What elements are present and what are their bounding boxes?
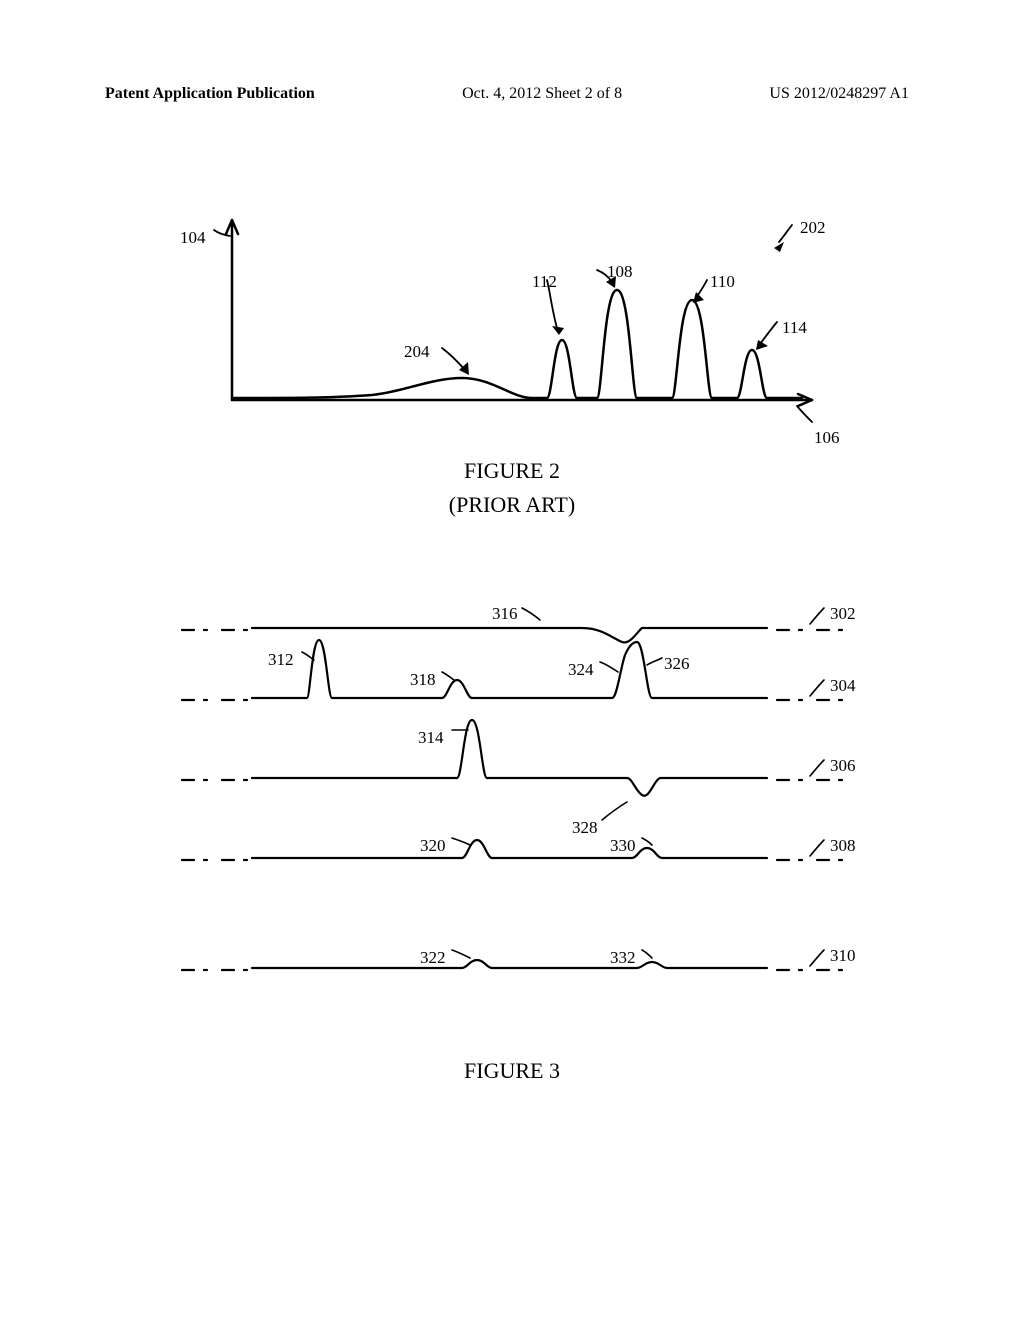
ref-316: 316 xyxy=(492,604,518,624)
ref-302: 302 xyxy=(830,604,856,624)
ref-310: 310 xyxy=(830,946,856,966)
ref-204: 204 xyxy=(404,342,430,362)
ref-322: 322 xyxy=(420,948,446,968)
ref-326: 326 xyxy=(664,654,690,674)
ref-304: 304 xyxy=(830,676,856,696)
ref-318: 318 xyxy=(410,670,436,690)
figure-3-caption: FIGURE 3 xyxy=(152,1058,872,1084)
ref-104: 104 xyxy=(180,228,206,248)
ref-312: 312 xyxy=(268,650,294,670)
figure-2-svg xyxy=(152,200,872,450)
header-left: Patent Application Publication xyxy=(105,85,315,103)
ref-114: 114 xyxy=(782,318,807,338)
figure-2-caption-1: FIGURE 2 xyxy=(152,458,872,484)
ref-112: 112 xyxy=(532,272,557,292)
ref-324: 324 xyxy=(568,660,594,680)
figure-3-svg xyxy=(152,580,872,1040)
header-right: US 2012/0248297 A1 xyxy=(769,85,909,103)
header-center: Oct. 4, 2012 Sheet 2 of 8 xyxy=(462,85,622,103)
page-header: Patent Application Publication Oct. 4, 2… xyxy=(0,85,1024,103)
figure-2: FIGURE 2 (PRIOR ART) 1042021121081101142… xyxy=(152,200,872,510)
ref-314: 314 xyxy=(418,728,444,748)
ref-330: 330 xyxy=(610,836,636,856)
ref-110: 110 xyxy=(710,272,735,292)
ref-320: 320 xyxy=(420,836,446,856)
ref-308: 308 xyxy=(830,836,856,856)
ref-306: 306 xyxy=(830,756,856,776)
figure-3: FIGURE 3 316 302 312 324 326 304 318 314 306 328 3… xyxy=(152,580,872,1100)
ref-202: 202 xyxy=(800,218,826,238)
ref-108: 108 xyxy=(607,262,633,282)
ref-332: 332 xyxy=(610,948,636,968)
ref-106: 106 xyxy=(814,428,840,448)
ref-328: 328 xyxy=(572,818,598,838)
figure-2-caption-2: (PRIOR ART) xyxy=(152,492,872,518)
